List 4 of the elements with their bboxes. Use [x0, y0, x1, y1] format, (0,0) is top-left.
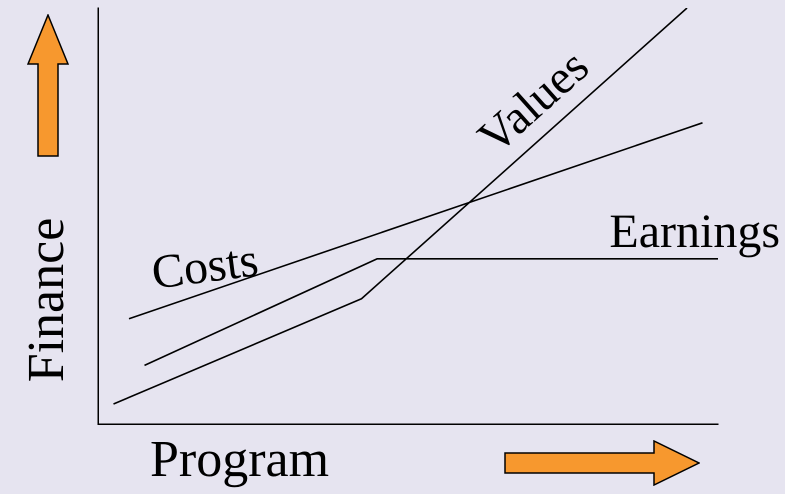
series-label: Earnings [609, 204, 780, 258]
x-axis-title: Program [150, 430, 330, 490]
y-axis-title: Finance [17, 218, 76, 382]
text: Costs [148, 233, 262, 300]
